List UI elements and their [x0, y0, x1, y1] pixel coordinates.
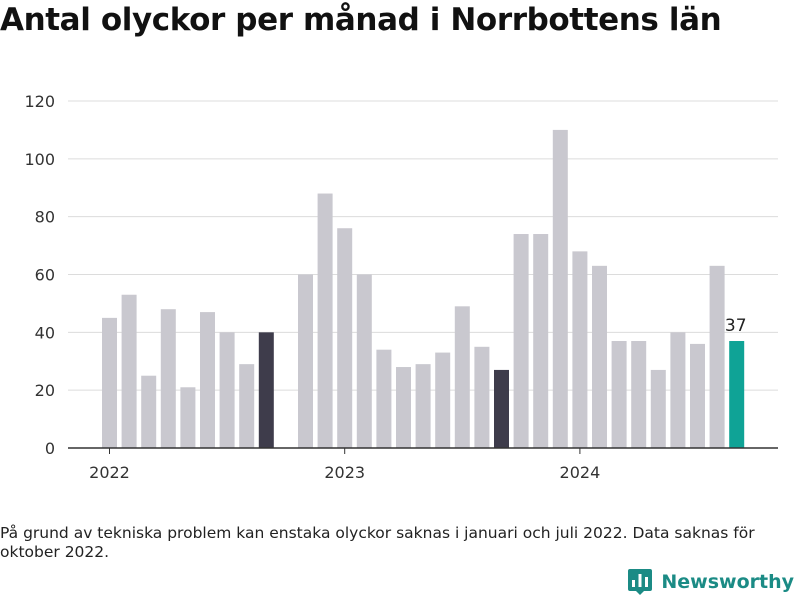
bar [729, 341, 745, 448]
bar [650, 369, 666, 448]
bar [415, 364, 431, 448]
bar [572, 251, 588, 448]
bar [552, 129, 568, 448]
x-tick-label: 2023 [324, 463, 365, 482]
y-tick-label: 40 [35, 323, 55, 342]
data-labels: 37 [725, 316, 747, 336]
bar [121, 294, 137, 448]
newsworthy-icon [628, 569, 653, 595]
bar [180, 387, 196, 448]
bar [454, 306, 470, 448]
bar [709, 265, 725, 448]
bar-chart: 0 20 40 60 80 100 120 2022 2023 2024 37 [24, 92, 778, 482]
bar [317, 193, 333, 448]
x-tick-label: 2024 [560, 463, 601, 482]
y-tick-label: 80 [35, 208, 55, 227]
bars [102, 129, 745, 448]
bar [611, 341, 627, 448]
x-tick-label: 2022 [89, 463, 130, 482]
bar [219, 332, 235, 448]
bar [435, 352, 451, 448]
x-axis: 2022 2023 2024 [68, 447, 778, 482]
bar [102, 317, 117, 448]
bar [631, 341, 647, 448]
bar [258, 332, 274, 448]
footnote: På grund av tekniska problem kan enstaka… [0, 524, 755, 561]
bar [690, 343, 705, 448]
bar [533, 234, 549, 448]
y-tick-label: 20 [35, 381, 55, 400]
y-tick-label: 100 [24, 150, 55, 169]
bar [396, 367, 411, 448]
bar [494, 369, 509, 448]
chart-title: Antal olyckor per månad i Norrbottens lä… [0, 2, 722, 38]
y-tick-label: 0 [45, 439, 55, 458]
bar [513, 234, 529, 448]
data-label: 37 [725, 316, 747, 336]
bar [239, 364, 255, 448]
bar [160, 309, 176, 448]
bar [337, 228, 353, 448]
brand-logo: Newsworthy [627, 568, 794, 596]
brand-name: Newsworthy [661, 571, 794, 593]
bar [356, 274, 372, 448]
bar [592, 265, 607, 448]
bar [376, 349, 392, 448]
y-axis-ticks: 0 20 40 60 80 100 120 [24, 92, 55, 458]
y-tick-label: 60 [35, 266, 55, 285]
bar [670, 332, 686, 448]
bar [200, 312, 215, 448]
y-tick-label: 120 [24, 92, 55, 111]
bar [474, 346, 490, 448]
bar [298, 274, 313, 448]
bar [141, 375, 157, 448]
